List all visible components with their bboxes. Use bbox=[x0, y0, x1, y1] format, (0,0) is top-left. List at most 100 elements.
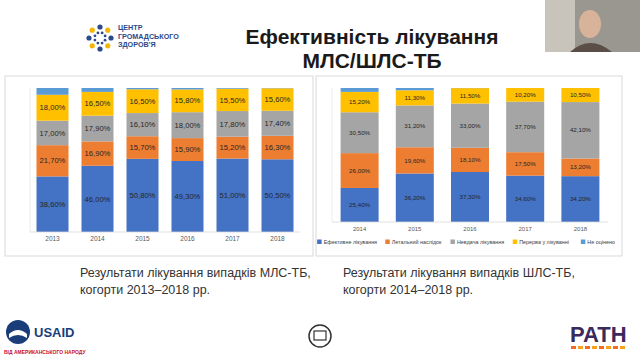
bar-segment bbox=[451, 104, 489, 148]
path-logo-stripe bbox=[571, 346, 576, 349]
data-label: 19,60% bbox=[404, 157, 425, 164]
text-line: Результати лікування випадків ШЛС-ТБ, bbox=[343, 266, 575, 280]
data-label: 15,20% bbox=[349, 98, 370, 105]
logo-dot bbox=[97, 46, 102, 51]
bar-segment bbox=[506, 176, 544, 222]
y-axis-line bbox=[30, 88, 31, 232]
data-label: 17,50% bbox=[515, 160, 536, 167]
data-label: 11,50% bbox=[460, 92, 481, 99]
data-label: 50,50% bbox=[265, 191, 291, 200]
bar-segment bbox=[561, 88, 599, 102]
x-tick-label: 2016 bbox=[180, 235, 195, 242]
bar-segment bbox=[341, 88, 379, 92]
logo-dot bbox=[101, 42, 104, 45]
x-tick-label: 2017 bbox=[519, 226, 533, 232]
data-label: 26,00% bbox=[349, 167, 370, 174]
data-label: 10,20% bbox=[515, 91, 536, 98]
bar-segment bbox=[341, 153, 379, 188]
webcam-face bbox=[579, 10, 601, 38]
center-icon bbox=[309, 325, 331, 347]
logo-dot bbox=[90, 28, 95, 33]
x-tick-label: 2014 bbox=[353, 226, 367, 232]
webcam-bg bbox=[545, 0, 575, 52]
legend-swatch bbox=[581, 240, 586, 245]
data-labels: 25,40%26,00%30,50%15,20%36,20%19,60%31,2… bbox=[349, 91, 591, 208]
bar-segment bbox=[506, 152, 544, 175]
bar-segment bbox=[172, 138, 204, 161]
text-line: МЛС/ШЛС-ТБ bbox=[302, 49, 441, 72]
path-logo-stripe bbox=[585, 346, 590, 349]
x-tick-label: 2016 bbox=[463, 226, 477, 232]
logo-dot bbox=[86, 35, 91, 40]
legend: Ефективне лікуванняЛетальний наслідокНев… bbox=[317, 239, 615, 245]
data-label: 16,90% bbox=[85, 149, 111, 158]
bar-segment bbox=[341, 112, 379, 153]
text-line: ЗДОРОВ'Я bbox=[118, 40, 156, 49]
chart-caption: Результати лікування випадків ШЛС-ТБ, ког… bbox=[343, 266, 575, 297]
bar-segment bbox=[561, 176, 599, 222]
bar-segment bbox=[172, 161, 204, 232]
text-line: Ефективність лікування bbox=[246, 25, 499, 48]
bar-segment bbox=[561, 158, 599, 176]
bar-segment bbox=[37, 88, 69, 95]
data-label: 15,80% bbox=[175, 96, 201, 105]
logo-dot bbox=[104, 35, 107, 38]
legend-swatch bbox=[450, 240, 455, 245]
data-label: 30,50% bbox=[349, 129, 370, 136]
path-logo-stripe bbox=[599, 346, 604, 349]
bar-segment bbox=[172, 88, 204, 89]
data-label: 10,50% bbox=[570, 91, 591, 98]
text-line: когорти 2014–2018 рр. bbox=[343, 283, 473, 297]
x-tick-label: 2014 bbox=[90, 235, 105, 242]
bar-segment bbox=[82, 88, 114, 92]
center-icon-detail bbox=[314, 331, 326, 340]
bar-segment bbox=[341, 188, 379, 222]
bar-segment bbox=[217, 88, 249, 89]
bar-segment bbox=[396, 173, 434, 222]
bar-segment bbox=[561, 88, 599, 89]
bar-segment bbox=[217, 137, 249, 159]
bar-segment bbox=[217, 159, 249, 232]
logo-dot bbox=[104, 39, 107, 42]
path-logo-stripe bbox=[606, 346, 611, 349]
data-label: 34,20% bbox=[570, 195, 591, 202]
bar-segment bbox=[37, 121, 69, 145]
logo-dot bbox=[96, 42, 99, 45]
webcam-body bbox=[570, 43, 612, 52]
bar-segment bbox=[172, 112, 204, 138]
logo-dot bbox=[90, 43, 95, 48]
data-label: 13,20% bbox=[570, 163, 591, 170]
legend-swatch bbox=[513, 240, 518, 245]
legend-label: Невдача лікування bbox=[457, 239, 504, 245]
bar-segment bbox=[82, 116, 114, 142]
bar-segment bbox=[396, 88, 434, 90]
data-label: 42,10% bbox=[570, 126, 591, 133]
bar-segment bbox=[127, 113, 159, 136]
bar-segment bbox=[262, 159, 294, 232]
usaid-seal bbox=[6, 320, 30, 344]
data-label: 18,00% bbox=[175, 121, 201, 130]
legend-swatch bbox=[317, 240, 322, 245]
logo-dot bbox=[108, 35, 113, 40]
bar-segment bbox=[451, 88, 489, 103]
bar-segment bbox=[82, 92, 114, 116]
bar-segment bbox=[127, 136, 159, 159]
data-label: 15,50% bbox=[220, 96, 246, 105]
bar-segment bbox=[561, 102, 599, 158]
bar-segment bbox=[127, 159, 159, 232]
bars bbox=[341, 88, 600, 222]
path-logo-stripe bbox=[578, 346, 583, 349]
logo-dot bbox=[97, 32, 100, 35]
data-label: 38,60% bbox=[40, 200, 66, 209]
x-axis-line bbox=[30, 232, 300, 233]
bar-segment bbox=[127, 89, 159, 113]
data-label: 33,00% bbox=[460, 122, 481, 129]
bar-segment bbox=[506, 102, 544, 153]
usaid-logo: USAID bbox=[34, 325, 74, 340]
chart-caption: Результати лікування випадків МЛС-ТБ,ког… bbox=[80, 266, 311, 297]
logo-dot bbox=[94, 34, 97, 37]
bar-segment bbox=[396, 147, 434, 173]
bars bbox=[37, 88, 294, 232]
bar-segment bbox=[396, 90, 434, 105]
data-label: 37,70% bbox=[515, 123, 536, 130]
